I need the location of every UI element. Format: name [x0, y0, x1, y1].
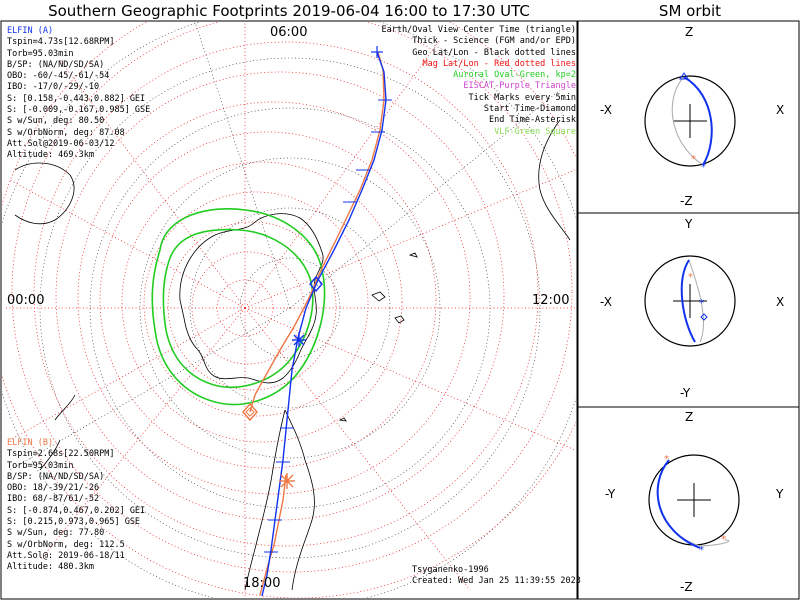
legend-item: End Time-Asterisk: [489, 115, 576, 126]
info-line: B/SP: (NA/ND/SD/SA): [7, 471, 105, 482]
elfin-a-info: ELFIN (A) Tspin=4.73s[12.68RPM] Torb=95.…: [7, 26, 150, 162]
hour-label-left: 00:00: [7, 293, 45, 308]
elfin-b-trace-south: [259, 474, 287, 596]
info-line: IBO: 68/-87/61/-52: [7, 494, 100, 505]
legend-item: Thick - Science (FGM and/or EPD): [412, 36, 576, 47]
elfin-b-end-asterisk: [279, 473, 295, 489]
sm2-left-label: -X: [600, 295, 612, 309]
sm1-bottom-label: -Z: [680, 194, 693, 208]
sm-panel-frame-yz: [577, 406, 800, 600]
credits: Tsyganenko-1996 Created: Wed Jan 25 11:3…: [412, 565, 581, 588]
sm-orbit-title: SM orbit: [658, 2, 722, 20]
info-line: IBO: -17/0/-29/-10: [7, 82, 100, 93]
info-line: Torb=95.03min: [7, 460, 74, 471]
elfin-a-name: ELFIN (A): [7, 26, 54, 36]
sm-panel-xy: * *: [644, 255, 736, 347]
sm-panel-xz: * *: [644, 72, 736, 173]
sm2-top-label: Y: [685, 217, 693, 231]
legend-item: Tick Marks every 5min: [468, 92, 576, 103]
antarctica-coastline: [179, 213, 324, 384]
legend-item: EISCAT-Purple Triangle: [463, 81, 576, 92]
sm2-bottom-label: -Y: [680, 386, 691, 400]
model-credit: Tsyganenko-1996: [412, 565, 489, 575]
elfin-b-info: ELFIN (B) Tspin=2.68s[22.50RPM] Torb=95.…: [7, 438, 145, 574]
info-line: Altitude: 480.3km: [7, 562, 94, 573]
auroral-oval: [151, 208, 326, 406]
south-america-coastline: [244, 409, 315, 591]
sm-panel-frame-xz: [577, 20, 800, 214]
sm2-right-label: X: [776, 295, 785, 309]
islands: [338, 252, 418, 422]
legend-item: VLF-Green Square: [494, 126, 576, 137]
map-frame: [0, 20, 578, 600]
info-line: Torb=95.03min: [7, 48, 74, 59]
sm1-left-label: -X: [600, 103, 612, 117]
info-line: S: [0.158,-0.443,0.882] GEI: [7, 93, 146, 104]
legend-item: Earth/Oval View Center Time (triangle): [381, 25, 576, 35]
info-line: S w/Sun, deg: 77.80: [7, 528, 105, 539]
elfin-a-end-asterisk: [292, 333, 306, 347]
legend-item: Start Time-Diamond: [483, 104, 576, 115]
sm3-right-label: Y: [776, 487, 784, 501]
hour-label-right: 12:00: [532, 293, 570, 308]
sm-panel-yz: * * *: [648, 454, 740, 556]
elfin-a-trace: [261, 51, 387, 597]
hour-label-top: 06:00: [270, 25, 308, 40]
legend: Earth/Oval View Center Time (triangle) T…: [382, 25, 576, 138]
info-line: OBO: 18/-39/21/-26: [7, 483, 100, 494]
sm1-right-label: X: [776, 103, 785, 117]
legend-item: Auroral Oval-Green, kp=2: [453, 70, 576, 81]
elfin-b-name: ELFIN (B): [7, 438, 54, 448]
legend-item: Mag Lat/Lon - Red dotted lines: [422, 58, 576, 69]
svg-text:*: *: [701, 162, 706, 173]
elfin-a-ticks: [264, 99, 392, 553]
sm3-bottom-label: -Z: [680, 580, 693, 594]
info-line: Tspin=2.68s[22.50RPM]: [7, 449, 115, 460]
info-line: Altitude: 469.3km: [7, 150, 94, 161]
created-timestamp: Created: Wed Jan 25 11:39:55 2023: [412, 576, 581, 587]
page-title: Southern Geographic Footprints 2019-06-0…: [48, 2, 530, 20]
elfin-b-start-diamond: [242, 402, 258, 422]
elfin-a-start-diamond: [309, 275, 323, 293]
info-line: S: [-0.009,-0.167,0.985] GSE: [7, 105, 151, 116]
info-line: S w/OrbNorm, deg: 87.08: [7, 127, 125, 138]
africa-coastline: [538, 119, 571, 241]
legend-item: Geo Lat/Lon - Black dotted lines: [412, 47, 576, 58]
sm3-left-label: -Y: [605, 487, 616, 501]
info-line: Tspin=4.73s[12.68RPM]: [7, 37, 115, 48]
sm-panel-frame-xy: [577, 212, 800, 408]
elfin-b-trace: [249, 51, 385, 413]
svg-text:*: *: [699, 545, 704, 556]
info-line: S w/OrbNorm, deg: 112.5: [7, 539, 125, 550]
svg-text:*: *: [721, 533, 727, 546]
svg-text:*: *: [664, 454, 669, 465]
info-line: Att.Sol@2019-06-03/12: [7, 138, 115, 149]
sm3-top-label: Z: [685, 410, 694, 424]
svg-text:*: *: [699, 298, 704, 309]
new-zealand-coastline: [39, 394, 76, 471]
info-line: Att.Sol@: 2019-06-18/11: [7, 550, 125, 561]
hour-label-bottom: 18:00: [243, 576, 281, 591]
svg-text:*: *: [691, 154, 696, 165]
info-line: S: [-0.874,0.467,0.202] GEI: [7, 505, 146, 516]
australia-coastline: [14, 162, 75, 225]
elfin-a-top-asterisk: [371, 46, 383, 58]
sm1-top-label: Z: [685, 25, 694, 39]
info-line: B/SP: (NA/ND/SD/SA): [7, 59, 105, 70]
info-line: OBO: -60/-45/-61/-54: [7, 71, 110, 82]
info-line: S w/Sun, deg: 80.50: [7, 116, 105, 127]
svg-text:*: *: [688, 272, 693, 283]
info-line: S: [0.215,0.973,0.965] GSE: [7, 517, 141, 528]
mag-grid: [2, 22, 576, 598]
